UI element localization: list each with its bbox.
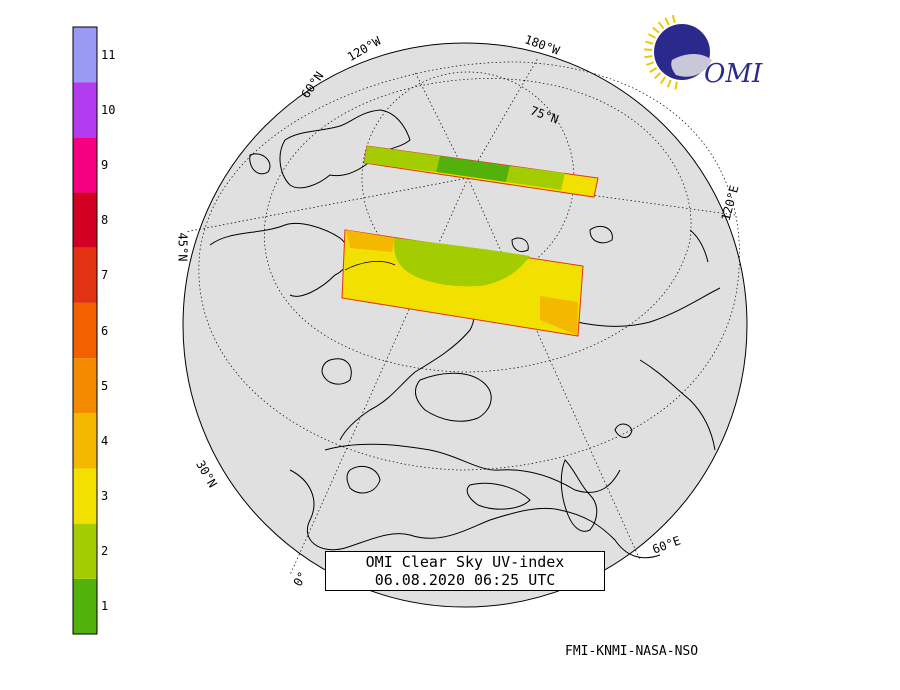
logo-ray [653,72,662,80]
far-east-coast [639,359,716,451]
swath-coastline [344,260,396,271]
scale-segment-6 [73,302,97,359]
logo-ray [664,17,670,26]
caspian-coast [560,459,598,532]
meridian-60e [467,177,641,561]
scale-label-4: 4 [101,433,109,448]
scale-segment-8 [73,192,97,248]
logo-ray [671,14,676,24]
uv-swaths [341,145,599,337]
logo-ray [666,79,672,88]
logo-ray [644,48,653,51]
logo-ray [657,21,665,29]
logo-earth-crescent [671,54,712,77]
lower-swath-orange-east [540,296,578,335]
logo-ray [659,76,667,85]
scale-label-9: 9 [101,157,109,172]
map-timestamp: 06.08.2020 06:25 UTC [374,571,556,589]
scale-segment-2 [73,523,97,579]
upper-swath-green [364,146,440,172]
map-title: OMI Clear Sky UV-index [365,553,565,571]
uv-color-scale [72,26,98,635]
scale-label-6: 6 [101,323,109,338]
scale-segment-11 [73,27,97,83]
upper-swath-green-east [506,166,565,190]
latitude-circle-45n [198,61,740,471]
svalbard-coast [511,237,529,253]
scale-segment-4 [73,413,97,469]
arctic-island-coast [589,225,613,244]
scale-border [72,26,98,635]
upper-swath-dark-green [436,156,510,182]
lake-baikal-coast [614,423,633,438]
label-45n: 45°N [175,232,190,262]
logo-ray [649,67,658,73]
globe-disk [182,42,748,608]
black-sea-coast [466,482,531,510]
scale-segment-10 [73,82,97,138]
logo-ray [647,33,656,39]
arctic-canada-coast [209,223,350,297]
map-title-box: OMI Clear Sky UV-index 06.08.2020 06:25 … [325,551,605,591]
scale-label-3: 3 [101,489,109,504]
logo-ray [674,81,678,90]
lower-swath-orange-west [346,230,395,252]
omi-logo-text: OMI [704,59,763,89]
logo-ray [652,26,660,34]
credit-text: FMI-KNMI-NASA-NSO [565,644,699,659]
scale-segment-1 [73,578,97,634]
logo-ray [644,55,653,59]
lower-swath-green-area [394,238,530,287]
iceland-coast [321,358,352,385]
scale-segment-5 [73,358,97,414]
island-coast [249,153,271,175]
omi-logo [644,14,712,90]
scale-label-8: 8 [101,213,109,228]
scale-label-7: 7 [101,268,109,283]
scale-label-11: 11 [101,47,116,62]
scale-label-2: 2 [101,544,109,559]
baltic-coast [414,372,492,422]
meridian-60w [184,177,469,233]
logo-ray [645,61,655,66]
scale-label-5: 5 [101,378,109,393]
scale-segment-7 [73,247,97,303]
scale-segment-3 [73,468,97,524]
mediterranean-coast [289,469,661,559]
scale-label-1: 1 [101,599,109,614]
british-isles-coast [346,465,381,494]
east-siberia-coast [689,229,709,263]
latitude-circle-60n [264,78,692,373]
meridian-180w [467,57,539,179]
logo-ray [645,40,654,45]
scale-label-10: 10 [101,102,116,117]
scale-segment-9 [73,137,97,193]
logo-rays [644,14,678,90]
